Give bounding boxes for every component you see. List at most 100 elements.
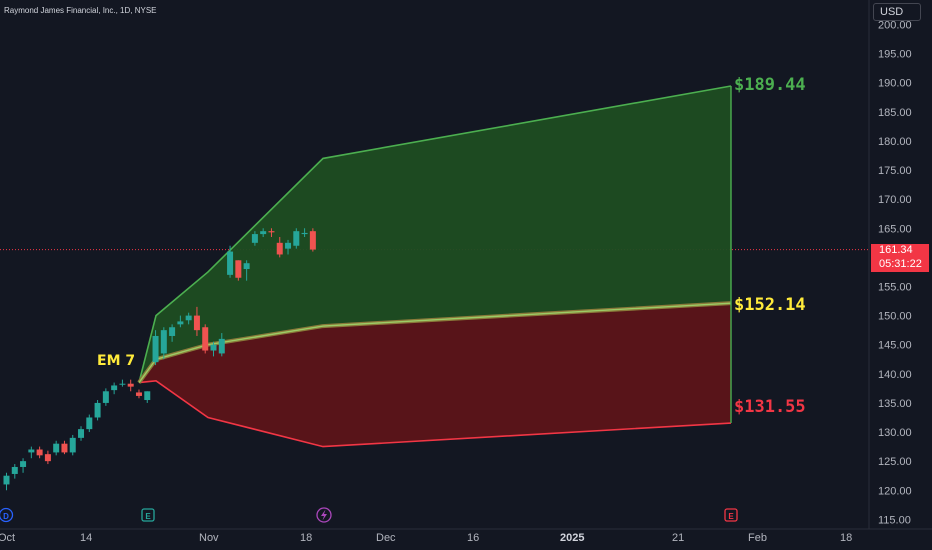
y-tick-label: 175.00	[878, 165, 912, 177]
candle[interactable]	[20, 458, 27, 473]
candle[interactable]	[28, 446, 35, 459]
candle[interactable]	[135, 389, 142, 399]
lower-bound-line	[138, 379, 732, 448]
candle[interactable]	[235, 260, 242, 281]
earnings-marker-shape	[724, 508, 738, 522]
candle[interactable]	[36, 446, 43, 459]
candle[interactable]	[144, 391, 151, 403]
candle-body	[78, 429, 85, 438]
candle[interactable]	[61, 440, 68, 455]
candle[interactable]	[301, 228, 308, 238]
flash-icon-ring	[316, 507, 332, 523]
candle[interactable]	[260, 228, 267, 238]
x-tick-label: 18	[840, 532, 852, 544]
candle[interactable]	[69, 434, 76, 456]
y-tick-label: 180.00	[878, 136, 912, 148]
candle[interactable]	[169, 324, 176, 342]
candle[interactable]	[251, 231, 258, 246]
candle-body	[144, 391, 151, 401]
candle[interactable]	[44, 450, 51, 465]
y-tick-label: 200.00	[878, 20, 912, 32]
candle-body	[268, 231, 275, 233]
y-tick-label: 135.00	[878, 398, 912, 410]
earnings-marker[interactable]: E	[141, 508, 155, 522]
x-tick-label: 18	[300, 532, 312, 544]
candle-body	[169, 327, 176, 336]
candle-body	[152, 335, 159, 363]
candle-body	[243, 263, 250, 270]
candle[interactable]	[160, 327, 167, 360]
candle[interactable]	[102, 388, 109, 406]
earnings-marker[interactable]: E	[724, 508, 738, 522]
y-tick-label: 155.00	[878, 281, 912, 293]
x-tick-label: Dec	[376, 532, 396, 544]
candle-body	[202, 327, 209, 351]
candle[interactable]	[53, 440, 60, 456]
candle-body	[227, 251, 234, 275]
candle[interactable]	[3, 472, 10, 491]
candle-body	[3, 475, 10, 485]
y-tick-label: 115.00	[878, 514, 911, 526]
symbol-title[interactable]: Raymond James Financial, Inc., 1D, NYSE	[4, 6, 157, 15]
y-axis-ticks: 200.00 195.00 190.00 185.00 180.00 175.00 170.…	[878, 20, 912, 527]
marker-letter: D	[3, 512, 9, 521]
candle-body	[301, 232, 308, 235]
candle[interactable]	[202, 324, 209, 354]
candle-body	[111, 385, 118, 391]
candle[interactable]	[285, 239, 292, 255]
x-tick-label: 2025	[560, 532, 584, 544]
expected-move-projection	[137, 85, 732, 448]
candle-body	[36, 449, 43, 456]
dividend-marker[interactable]: D	[0, 507, 14, 523]
candle-body	[102, 391, 109, 403]
candle[interactable]	[78, 426, 85, 441]
candle[interactable]	[86, 414, 93, 433]
x-tick-label: Nov	[199, 532, 219, 544]
candle[interactable]	[127, 379, 134, 392]
candle[interactable]	[210, 341, 217, 357]
y-tick-label: 120.00	[878, 485, 912, 497]
candle[interactable]	[111, 382, 118, 395]
candle[interactable]	[227, 245, 234, 278]
candle[interactable]	[193, 306, 200, 336]
x-axis-ticks: Oct 14 Nov 18 Dec 16 2025 21 Feb 18	[0, 532, 852, 544]
candle-body	[285, 242, 292, 249]
earnings-marker-shape	[141, 508, 155, 522]
y-tick-label: 150.00	[878, 311, 912, 323]
candle[interactable]	[218, 333, 225, 357]
candle[interactable]	[152, 330, 159, 366]
candle[interactable]	[94, 400, 101, 421]
candle[interactable]	[268, 228, 275, 238]
marker-letter: E	[728, 512, 734, 521]
candle[interactable]	[309, 228, 316, 252]
y-tick-label: 165.00	[878, 223, 912, 235]
currency-button[interactable]: USD	[873, 3, 921, 21]
y-tick-label: 125.00	[878, 456, 912, 468]
candle-body	[235, 260, 242, 278]
candle-body	[276, 242, 283, 255]
candle[interactable]	[293, 228, 300, 249]
y-tick-label: 190.00	[878, 78, 912, 90]
candlestick-series[interactable]	[3, 228, 316, 491]
candle[interactable]	[276, 237, 283, 258]
candle[interactable]	[119, 379, 126, 387]
candle-body	[86, 417, 93, 430]
dividend-marker-shape	[0, 507, 14, 523]
candle[interactable]	[185, 312, 192, 325]
upper-zone-fill	[139, 85, 731, 383]
expected-move-label: EM 7	[97, 353, 136, 369]
candle[interactable]	[11, 464, 18, 479]
candle-body	[11, 466, 18, 474]
lower-zone-fill	[139, 303, 731, 447]
candle-body	[69, 437, 76, 453]
candle[interactable]	[177, 315, 184, 328]
candle-body	[94, 402, 101, 418]
candle[interactable]	[243, 260, 250, 281]
news-flash-icon[interactable]	[316, 507, 332, 523]
x-tick-label: 14	[80, 532, 92, 544]
y-tick-label: 145.00	[878, 340, 912, 352]
bar-countdown-badge: 05:31:22	[871, 258, 929, 272]
candle-body	[119, 383, 126, 385]
